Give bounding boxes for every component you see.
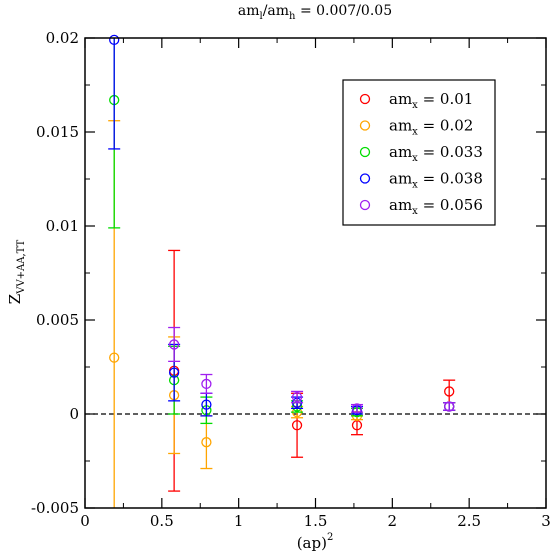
data-point [291, 391, 303, 403]
legend-label: amx = 0.038 [389, 170, 483, 191]
y-tick-label: 0.01 [46, 217, 79, 235]
chart-title: aml/amh = 0.007/0.05 [238, 3, 392, 22]
data-point [351, 403, 363, 414]
y-tick-label: 0.02 [46, 29, 79, 47]
legend-marker [359, 199, 371, 211]
data-point [201, 378, 212, 390]
y-tick-label: 0 [69, 405, 79, 423]
x-tick-label: 2.5 [457, 512, 481, 530]
data-point [168, 367, 180, 378]
x-tick-label: 1 [234, 512, 244, 530]
legend-label: amx = 0.01 [389, 90, 473, 111]
y-axis-label: ZVV+AA,TT [6, 239, 27, 304]
x-tick-label: 0 [80, 512, 90, 530]
series-5 [168, 326, 456, 414]
legend-marker [359, 173, 371, 184]
data-point [444, 401, 455, 412]
legend: amx = 0.01 amx = 0.02 amx = 0.033 amx = 0.0… [342, 79, 496, 226]
legend-marker [359, 93, 371, 105]
x-tick-label: 1.5 [304, 512, 328, 530]
legend-label: amx = 0.033 [389, 143, 483, 164]
data-point [444, 386, 455, 397]
data-point [168, 339, 180, 350]
x-tick-label: 2 [388, 512, 398, 530]
data-point [201, 437, 212, 448]
legend-marker [359, 146, 371, 158]
y-tick-label: 0.005 [36, 311, 79, 329]
y-tick-label: 0.015 [36, 123, 79, 141]
legend-label: amx = 0.02 [389, 117, 473, 138]
y-tick-label: -0.005 [31, 499, 79, 517]
data-point [109, 34, 120, 46]
legend-label: amx = 0.056 [389, 196, 483, 217]
data-point [201, 399, 212, 410]
legend-marker [359, 120, 371, 131]
x-tick-label: 0.5 [150, 512, 174, 530]
data-point [109, 352, 120, 363]
x-axis-label: (ap)2 [297, 532, 334, 552]
data-point [291, 420, 303, 431]
series-1 [168, 249, 456, 492]
x-tick-label: 3 [541, 512, 551, 530]
legend-box [342, 79, 496, 226]
